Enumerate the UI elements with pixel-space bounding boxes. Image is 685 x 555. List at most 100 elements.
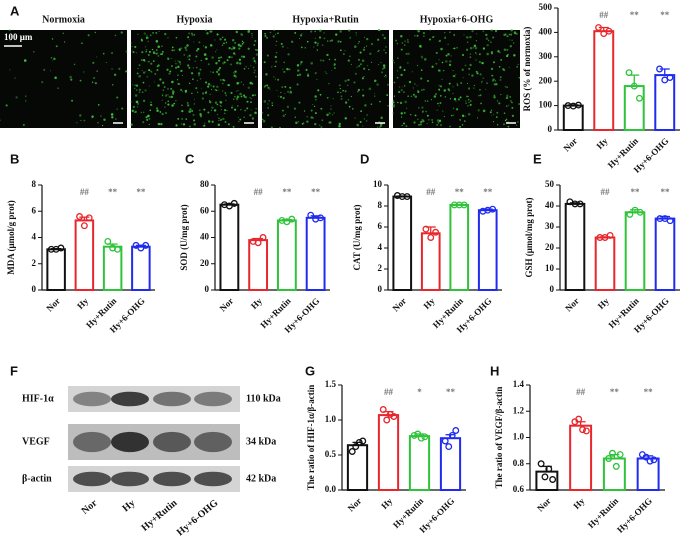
fluorescence-dot [380, 62, 382, 64]
fluorescence-dot [222, 117, 225, 121]
fluorescence-dot [243, 116, 245, 119]
fluorescence-dot [282, 68, 284, 70]
fluorescence-dot [276, 89, 278, 92]
fluorescence-dot [377, 38, 380, 41]
fluorescence-dot [219, 100, 222, 103]
fluorescence-dot [8, 29, 11, 32]
fluorescence-dot [188, 66, 191, 69]
fluorescence-dot [461, 68, 464, 71]
fluorescence-dot [195, 49, 199, 52]
fluorescence-dot [275, 33, 277, 35]
x-tick-label: Nor [218, 296, 236, 314]
fluorescence-dot [141, 69, 143, 71]
fluorescence-dot [299, 62, 302, 65]
fluorescence-dot [366, 120, 368, 122]
fluorescence-dot [418, 123, 421, 126]
fluorescence-dot [339, 49, 342, 52]
fluorescence-dot [230, 91, 233, 94]
x-tick-label: Nor [561, 136, 579, 154]
fluorescence-dot [305, 68, 308, 71]
data-point [410, 431, 418, 439]
fluorescence-dot [437, 121, 440, 124]
fluorescence-dot [421, 106, 424, 109]
fluorescence-dot [140, 111, 143, 114]
fluorescence-dot [392, 99, 394, 101]
fluorescence-dot [209, 44, 213, 47]
fluorescence-dot [455, 108, 459, 111]
fluorescence-dot [256, 49, 259, 52]
fluorescence-dot [217, 73, 221, 76]
fluorescence-dot [33, 51, 35, 53]
fluorescence-dot [438, 39, 442, 42]
fluorescence-dot [263, 61, 266, 64]
fluorescence-dot [383, 75, 385, 77]
fluorescence-dot [173, 49, 176, 52]
fluorescence-dot [362, 89, 364, 91]
fluorescence-dot [168, 95, 171, 99]
fluorescence-dot [9, 40, 11, 42]
fluorescence-dot [96, 56, 98, 58]
fluorescence-dot [175, 63, 177, 65]
blot-row-label: β-actin [22, 473, 52, 484]
fluorescence-dot [505, 118, 508, 121]
fluorescence-dot [416, 85, 418, 87]
fluorescence-dot [404, 40, 407, 43]
fluorescence-dot [405, 52, 408, 55]
y-axis-label: ROS (% of normoxia) [522, 27, 532, 112]
fluorescence-dot [407, 41, 410, 44]
fluorescence-dot [284, 93, 286, 95]
fluorescence-dot [469, 47, 473, 50]
fluorescence-dot [433, 95, 437, 98]
fluorescence-dot [73, 63, 76, 66]
fluorescence-dot [396, 43, 398, 45]
fluorescence-dot [216, 103, 219, 106]
fluorescence-dot [314, 37, 316, 39]
fluorescence-dot [330, 108, 332, 110]
data-point [606, 231, 614, 239]
fluorescence-dot [374, 95, 376, 97]
fluorescence-dot [435, 93, 438, 96]
fluorescence-dot [452, 92, 454, 95]
fluorescence-dot [463, 34, 465, 36]
fluorescence-dot [270, 126, 273, 129]
panel-letter: F [10, 363, 18, 378]
fluorescence-dot [431, 121, 434, 124]
fluorescence-dot [339, 87, 342, 90]
fluorescence-dot [134, 45, 137, 49]
fluorescence-dot [323, 37, 326, 40]
fluorescence-dot [462, 77, 464, 79]
fluorescence-dot [358, 64, 361, 68]
fluorescence-dot [220, 79, 222, 81]
fluorescence-dot [479, 88, 481, 91]
fluorescence-dot [207, 111, 210, 114]
fluorescence-dot [218, 120, 220, 122]
fluorescence-dot [499, 51, 501, 54]
fluorescence-dot [204, 91, 208, 94]
data-point [489, 205, 497, 213]
fluorescence-dot [349, 55, 351, 57]
fluorescence-dot [414, 95, 418, 98]
fluorescence-dot [168, 72, 171, 75]
fluorescence-dot [284, 113, 286, 115]
fluorescence-dot [312, 104, 314, 106]
fluorescence-dot [401, 124, 403, 127]
fluorescence-dot [189, 108, 192, 111]
fluorescence-dot [455, 100, 457, 102]
blot-band [194, 391, 232, 407]
fluorescence-dot [157, 122, 161, 126]
fluorescence-dot [152, 32, 154, 34]
scale-label: 100 μm [4, 32, 33, 42]
fluorescence-dot [157, 55, 160, 57]
fluorescence-dot [235, 90, 237, 92]
fluorescence-dot [444, 37, 446, 39]
data-point [352, 443, 360, 451]
fluorescence-dot [296, 74, 299, 77]
fluorescence-dot [298, 73, 302, 76]
y-tick-label: 80 [200, 179, 210, 189]
fluorescence-dot [146, 34, 148, 36]
fluorescence-dot [264, 32, 267, 35]
fluorescence-dot [317, 42, 319, 45]
significance-label: ** [108, 187, 118, 197]
fluorescence-dot [475, 70, 478, 73]
fluorescence-dot [149, 109, 152, 112]
